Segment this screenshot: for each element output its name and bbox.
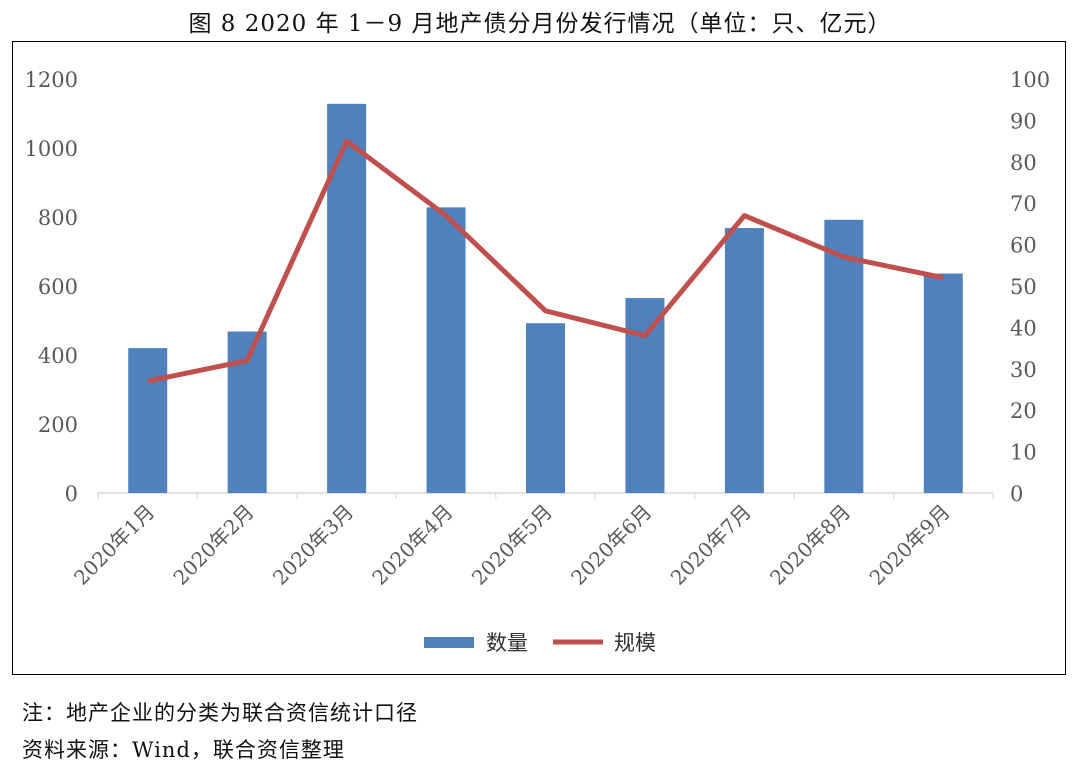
y-right-tick-label: 80	[1010, 151, 1037, 175]
y-right-tick-label: 50	[1010, 275, 1037, 299]
y-right-tick-label: 0	[1010, 482, 1023, 506]
source-note: 资料来源：Wind，联合资信整理	[22, 738, 345, 762]
y-right-tick-label: 100	[1010, 68, 1050, 92]
chart-frame	[12, 41, 1066, 675]
y-right-tick-label: 30	[1010, 358, 1037, 382]
y-right-tick-label: 70	[1010, 192, 1037, 216]
bar	[923, 273, 963, 493]
y-left-tick-label: 200	[38, 413, 78, 437]
y-right-tick-label: 20	[1010, 399, 1037, 423]
x-tick-label: 2020年4月	[367, 500, 457, 590]
bar	[327, 103, 367, 493]
x-tick-label: 2020年8月	[765, 500, 855, 590]
x-tick-label: 2020年9月	[865, 500, 955, 590]
x-tick-label: 2020年3月	[268, 500, 358, 590]
bar	[426, 207, 466, 493]
y-right-tick-label: 40	[1010, 316, 1037, 340]
x-tick-label: 2020年5月	[467, 500, 557, 590]
y-left-tick-label: 400	[38, 344, 78, 368]
y-left-tick-label: 1200	[25, 68, 78, 92]
bar	[526, 323, 565, 493]
bar-series	[128, 103, 963, 494]
legend-label-bar: 数量	[486, 631, 528, 655]
y-left-tick-label: 0	[65, 482, 78, 506]
bar	[824, 219, 864, 493]
bar	[724, 228, 764, 494]
y-right-tick-label: 10	[1010, 441, 1037, 465]
x-tick-label: 2020年6月	[566, 500, 656, 590]
x-tick-label: 2020年1月	[69, 500, 159, 590]
bar	[128, 348, 168, 493]
line-series	[147, 138, 944, 384]
chart-legend: 数量 规模	[424, 631, 656, 655]
x-tick-label: 2020年2月	[168, 500, 258, 590]
chart-title: 图 8 2020 年 1－9 月地产债分月份发行情况（单位：只、亿元）	[188, 11, 892, 37]
y-right-tick-label: 60	[1010, 234, 1037, 258]
bar	[625, 298, 665, 493]
x-tick-label: 2020年7月	[666, 500, 756, 590]
legend-swatch-bar	[424, 637, 474, 648]
y-left-tick-label: 600	[38, 275, 78, 299]
legend-label-line: 规模	[614, 631, 656, 655]
y-left-tick-label: 1000	[25, 137, 78, 161]
footnote: 注：地产企业的分类为联合资信统计口径	[22, 701, 418, 725]
y-right-tick-label: 90	[1010, 109, 1037, 133]
y-left-tick-label: 800	[38, 206, 78, 230]
